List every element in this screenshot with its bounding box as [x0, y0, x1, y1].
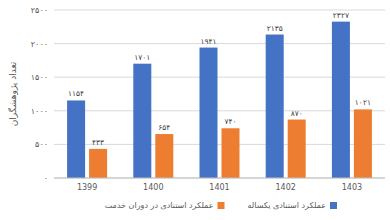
- data-label: ۱۹۴۱: [200, 37, 216, 46]
- bar: [266, 35, 284, 178]
- bar: [133, 64, 151, 178]
- x-tick-label: 1402: [276, 183, 296, 192]
- x-axis: [54, 178, 385, 179]
- bar: [155, 134, 173, 178]
- y-tick-label: ۱۰۰۰: [31, 107, 48, 116]
- data-label: ۸۷۰: [291, 109, 303, 118]
- x-tick-label: 1400: [143, 183, 163, 192]
- y-tick-label: ۰: [44, 174, 48, 183]
- bar: [288, 120, 306, 178]
- data-label: ۱۷۰۱: [134, 53, 150, 62]
- bar: [222, 128, 240, 178]
- legend-label: عملکرد استنادی یکساله: [248, 201, 327, 210]
- data-label: ۱۱۵۴: [68, 89, 84, 98]
- x-tick-label: 1401: [209, 183, 229, 192]
- y-tick-label: ۲۰۰۰: [31, 40, 48, 49]
- bar: [332, 22, 350, 178]
- bar: [200, 48, 218, 178]
- data-label: ۶۵۴: [158, 123, 170, 132]
- bars: [67, 22, 372, 178]
- legend-swatch: [330, 202, 337, 209]
- data-label: ۲۳۲۷: [333, 11, 349, 20]
- legend-label: عملکرد استنادی در دوران خدمت: [105, 201, 214, 210]
- y-tick-label: ۲۵۰۰: [31, 6, 48, 15]
- data-labels: ۱۱۵۴ ۴۳۳ ۱۷۰۱ ۶۵۴ ۱۹۴۱ ۷۴۰ ۲۱۳۵ ۸۷۰ ۲۳۲۷ ۱۰۲۱: [68, 11, 371, 147]
- data-label: ۷۴۰: [224, 117, 236, 126]
- data-label: ۲۱۳۵: [267, 24, 283, 33]
- grid-line: [54, 178, 385, 179]
- legend-swatch: [218, 202, 225, 209]
- data-label: ۴۳۳: [92, 138, 104, 147]
- y-tick-label: ۵۰۰: [35, 140, 48, 149]
- x-tick-label: 1399: [77, 183, 97, 192]
- data-label: ۱۰۲۱: [355, 98, 371, 107]
- y-axis-label: تعداد پژوهشگران: [7, 61, 18, 126]
- legend: عملکرد استنادی یکساله عملکرد استنادی در د…: [105, 201, 337, 210]
- bar: [67, 100, 85, 178]
- x-tick-label: 1403: [342, 183, 362, 192]
- bar: [89, 149, 107, 178]
- bar: [354, 109, 372, 178]
- y-tick-label: ۱۵۰۰: [31, 73, 48, 82]
